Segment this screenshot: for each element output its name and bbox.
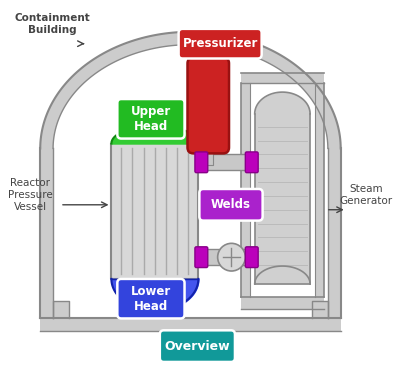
FancyBboxPatch shape (200, 189, 263, 221)
Text: Steam
Generator: Steam Generator (340, 184, 393, 206)
FancyBboxPatch shape (117, 279, 185, 318)
Text: Upper
Head: Upper Head (131, 105, 171, 133)
FancyBboxPatch shape (179, 29, 262, 58)
Text: Reactor
Pressure
Vessel: Reactor Pressure Vessel (8, 178, 53, 212)
FancyBboxPatch shape (117, 99, 185, 139)
FancyBboxPatch shape (160, 330, 235, 362)
FancyBboxPatch shape (188, 58, 229, 153)
FancyBboxPatch shape (245, 247, 258, 267)
FancyBboxPatch shape (195, 152, 208, 173)
Text: Welds: Welds (211, 198, 251, 211)
Text: Containment
Building: Containment Building (14, 13, 90, 35)
Circle shape (217, 243, 245, 271)
Polygon shape (40, 32, 341, 148)
FancyBboxPatch shape (245, 152, 258, 173)
Text: Lower
Head: Lower Head (131, 285, 171, 313)
Text: Overview: Overview (164, 340, 230, 353)
Text: Pressurizer: Pressurizer (182, 37, 258, 50)
FancyBboxPatch shape (195, 247, 208, 267)
